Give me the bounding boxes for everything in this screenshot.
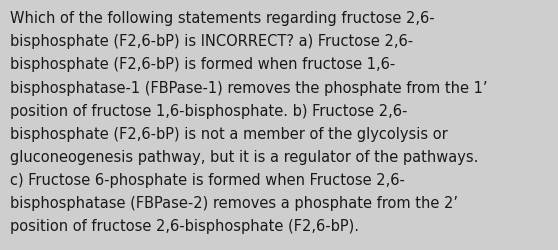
- Text: bisphosphatase-1 (FBPase-1) removes the phosphate from the 1’: bisphosphatase-1 (FBPase-1) removes the …: [10, 80, 488, 95]
- Text: bisphosphate (F2,6-bP) is INCORRECT? a) Fructose 2,6-: bisphosphate (F2,6-bP) is INCORRECT? a) …: [10, 34, 413, 49]
- Text: position of fructose 2,6-bisphosphate (F2,6-bP).: position of fructose 2,6-bisphosphate (F…: [10, 218, 359, 233]
- Text: bisphosphate (F2,6-bP) is formed when fructose 1,6-: bisphosphate (F2,6-bP) is formed when fr…: [10, 57, 395, 72]
- Text: bisphosphate (F2,6-bP) is not a member of the glycolysis or: bisphosphate (F2,6-bP) is not a member o…: [10, 126, 448, 141]
- Text: gluconeogenesis pathway, but it is a regulator of the pathways.: gluconeogenesis pathway, but it is a reg…: [10, 149, 478, 164]
- Text: position of fructose 1,6-bisphosphate. b) Fructose 2,6-: position of fructose 1,6-bisphosphate. b…: [10, 103, 407, 118]
- Text: c) Fructose 6-phosphate is formed when Fructose 2,6-: c) Fructose 6-phosphate is formed when F…: [10, 172, 405, 187]
- Text: bisphosphatase (FBPase-2) removes a phosphate from the 2’: bisphosphatase (FBPase-2) removes a phos…: [10, 195, 458, 210]
- Text: Which of the following statements regarding fructose 2,6-: Which of the following statements regard…: [10, 11, 435, 26]
